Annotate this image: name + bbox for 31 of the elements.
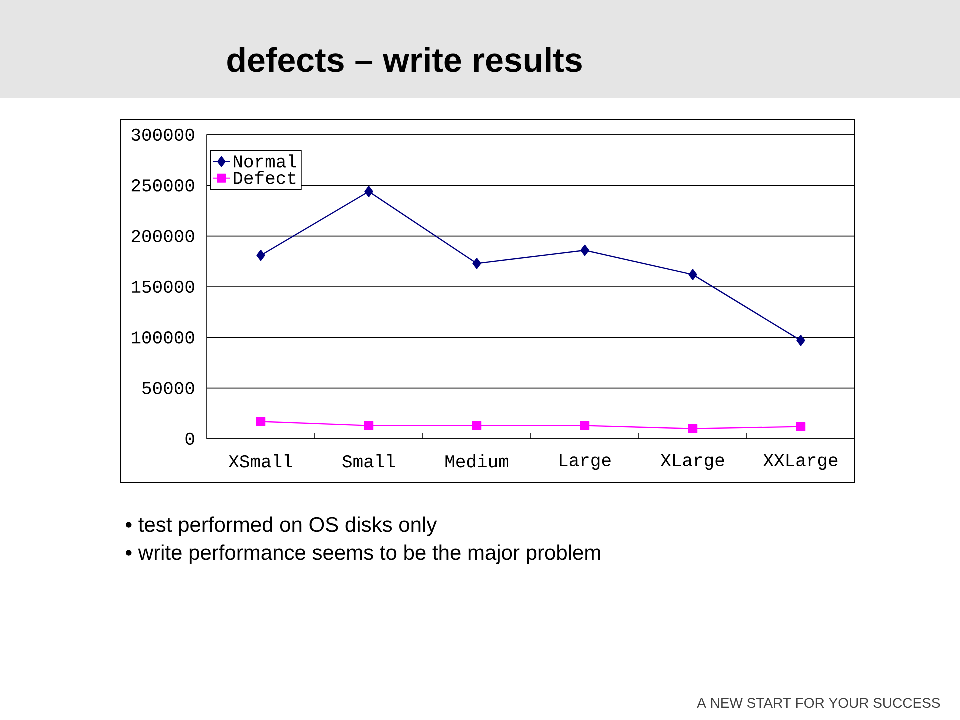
x-tick-label: Small [342, 454, 396, 468]
point [472, 421, 482, 430]
text: • test performed on OS disks only [126, 516, 438, 536]
y-tick-label: 200000 [132, 230, 194, 242]
point [688, 424, 698, 434]
text: • write performance seems to be the major problem [126, 544, 600, 564]
point [580, 244, 590, 256]
x-tick-label: XXLarge [764, 454, 838, 470]
x-tick-label: XLarge [660, 454, 724, 470]
point [796, 335, 806, 346]
point [256, 250, 266, 262]
point [256, 417, 266, 426]
legend-label: Normal [234, 154, 296, 168]
point [364, 421, 374, 430]
y-tick-label: 100000 [132, 332, 194, 344]
y-tick-label: 50000 [142, 382, 194, 394]
x-tick-label: XSmall [228, 454, 292, 468]
point [688, 269, 698, 280]
y-tick-label: 300000 [132, 128, 194, 142]
y-tick-label: 250000 [132, 180, 194, 192]
legend-label: Defect [234, 171, 296, 184]
point [472, 258, 482, 270]
y-tick-label: 0 [186, 432, 194, 446]
x-tick-label: Medium [446, 454, 508, 468]
y-tick-label: 150000 [132, 280, 194, 294]
point [796, 422, 806, 432]
chart-title: defects – write results [228, 47, 582, 72]
x-tick-label: Large [560, 454, 611, 470]
point [364, 186, 374, 198]
point [580, 421, 590, 430]
text: A NEW START FOR YOUR SUCCESS [697, 698, 940, 708]
